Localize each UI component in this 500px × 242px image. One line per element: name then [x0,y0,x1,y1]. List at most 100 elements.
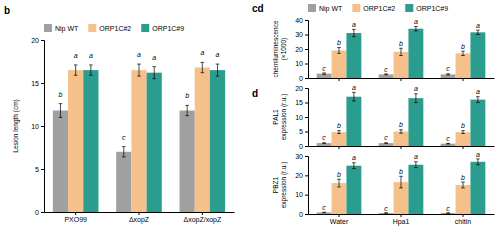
y-tick: 15 [295,99,308,106]
x-tick-mark [463,78,464,81]
x-axis [309,78,495,81]
letters: cccbbbaaa [322,84,480,142]
error-bar [59,104,63,118]
bar [456,185,471,214]
bar [346,33,361,78]
plot-area [317,159,486,214]
y-tick: 40 [295,17,308,24]
y-axis: 0102030 [295,153,308,218]
y-tick-label: 10 [295,114,303,121]
x-tick-mark [75,212,76,215]
y-tick-label: 20 [31,37,39,44]
x-tick: Water [330,214,349,225]
error-bar [476,30,480,34]
significance-letter: c [322,204,326,211]
y-tick-label: 5 [299,128,303,135]
x-axis: PXO99ΔxopZΔxopZ/xopZ [45,212,235,224]
error-bar [337,179,341,187]
y-tick-label: 0 [35,209,39,216]
significance-letter: c [446,205,450,212]
bar [441,213,456,214]
significance-letter: a [200,49,204,56]
x-tick-mark [463,146,464,149]
bar [379,213,394,214]
error-bar [414,27,418,31]
error-bar [201,62,205,72]
significance-letter: a [414,85,418,92]
error-bar [476,159,480,165]
legend-label: Nip WT [319,5,343,13]
legend-label: Nip WT [55,25,79,33]
significance-letter: a [352,21,356,28]
error-bar [89,65,93,75]
error-bar [352,92,356,101]
significance-letter: c [384,205,388,212]
x-tick-label: PXO99 [64,216,87,223]
error-bar [337,131,341,134]
bar [147,73,162,212]
y-tick-label: 10 [295,191,303,198]
y-tick-label: 15 [31,80,39,87]
error-bar [446,143,450,145]
x-tick-label: chitin [455,218,471,225]
x-axis [309,146,495,149]
y-tick-mark [305,20,308,21]
error-bar [352,163,356,169]
y-tick-mark [305,175,308,176]
y-tick: 30 [295,153,308,160]
x-tick-mark [139,212,140,215]
y-tick-mark [305,35,308,36]
y-tick-label: 0 [299,211,303,218]
significance-letter: c [384,66,388,73]
legend-swatch [88,24,96,32]
y-axis-line [41,41,45,213]
significance-letter: c [322,134,326,141]
x-tick: ΔxopZ/xopZ [183,212,221,224]
bar [180,111,195,212]
panel: 0102030WaterHpa1chitincccbbbaaaPBZ1expre… [272,151,495,226]
plot-area [53,62,225,212]
significance-letter: c [384,134,388,141]
y-tick-mark [305,156,308,157]
letters: bcbaaaaaa [59,49,220,140]
legend-swatch [308,4,316,12]
bar [116,152,131,212]
error-bar [384,73,388,75]
error-bar [476,97,480,103]
y-axis-title-line: expression (r.u.) [280,94,288,141]
significance-letter: b [399,168,403,175]
error-bar [352,29,356,36]
significance-letter: b [337,122,341,129]
error-bar [446,74,450,75]
x-tick-mark [401,146,402,149]
significance-letter: b [461,122,465,129]
bar [317,74,332,78]
significance-letter: a [74,52,78,59]
significance-letter: c [446,65,450,72]
bar [408,165,423,214]
error-bar [185,105,189,115]
error-bar [152,67,156,79]
y-tick-mark [41,126,44,127]
x-tick-mark [463,214,464,217]
y-tick-label: 5 [35,166,39,173]
y-tick-label: 20 [295,46,303,53]
significance-letter: a [352,84,356,91]
significance-letter: a [414,153,418,160]
bar [394,132,409,147]
y-tick-mark [305,49,308,50]
error-bar [216,64,220,76]
y-tick-mark [305,103,308,104]
error-bar [399,130,403,133]
significance-letter: b [461,174,465,181]
x-tick-mark [202,212,203,215]
y-tick-mark [305,117,308,118]
bar [379,74,394,78]
legend-swatch [141,24,149,32]
error-bar [399,176,403,188]
bar [470,32,485,78]
figure: 0 5 10 15 20 PXO99ΔxopZΔxopZ/xopZ b c b a a a a a a Les… [0,0,500,242]
plot-area [317,92,486,146]
significance-letter: a [352,154,356,161]
y-axis-title-line: Lesion length (cm) [12,99,20,152]
